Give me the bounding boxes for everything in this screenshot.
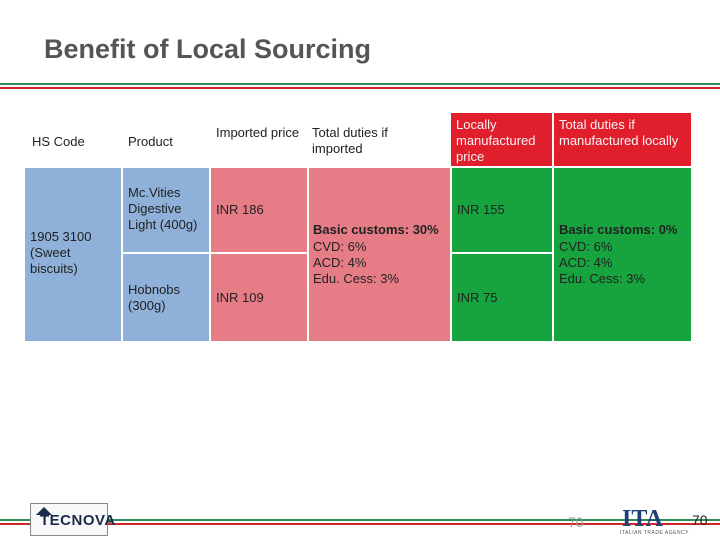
top-tricolor-divider bbox=[0, 83, 720, 89]
header-hs-code: HS Code bbox=[32, 134, 85, 149]
ita-logo: ITA bbox=[622, 506, 663, 532]
page-title: Benefit of Local Sourcing bbox=[44, 34, 372, 64]
local-price-2: INR 75 bbox=[457, 290, 498, 305]
imported-price-2: INR 109 bbox=[216, 290, 264, 305]
duties-imported-column bbox=[309, 168, 450, 341]
header-total-duties-local: Total duties if manufactured locally bbox=[559, 117, 679, 148]
duties-imported-basic: Basic customs: 30% bbox=[313, 222, 439, 237]
duties-local-acd: ACD: 4% bbox=[559, 255, 613, 270]
ita-logo-subtitle: ITALIAN TRADE AGENCY bbox=[620, 530, 689, 536]
hs-code-value: 1905 3100 (Sweet biscuits) bbox=[30, 229, 92, 276]
local-header-block bbox=[451, 113, 691, 166]
duties-local-column bbox=[554, 168, 691, 341]
slide-number: 70 bbox=[692, 512, 708, 528]
duties-local-basic: Basic customs: 0% bbox=[559, 222, 678, 237]
tecnova-logo-text: TECNOVA bbox=[40, 512, 116, 529]
header-total-duties-imported: Total duties if imported bbox=[312, 125, 388, 156]
header-imported-price: Imported price bbox=[216, 125, 300, 140]
tecnova-logo-mark-icon bbox=[36, 507, 52, 515]
duties-imported-edu: Edu. Cess: 3% bbox=[313, 271, 399, 286]
local-price-1: INR 155 bbox=[457, 202, 505, 217]
local-header-divider bbox=[552, 113, 554, 166]
duties-local-cvd: CVD: 6% bbox=[559, 239, 613, 254]
imported-price-1: INR 186 bbox=[216, 202, 264, 217]
slide-number-faint: 70 bbox=[568, 514, 584, 530]
duties-imported-acd: ACD: 4% bbox=[313, 255, 367, 270]
imported-price-row-divider bbox=[211, 252, 307, 254]
local-price-row-divider bbox=[452, 252, 552, 254]
duties-local-edu: Edu. Cess: 3% bbox=[559, 271, 645, 286]
product-name-1: Mc.Vities Digestive Light (400g) bbox=[128, 185, 198, 232]
imported-price-column bbox=[211, 168, 307, 341]
hs-code-column bbox=[25, 168, 121, 341]
header-locally-manufactured-price: Locally manufactured price bbox=[456, 117, 536, 164]
local-price-column bbox=[452, 168, 552, 341]
header-product: Product bbox=[128, 134, 173, 149]
product-column bbox=[123, 168, 209, 341]
product-name-2: Hobnobs (300g) bbox=[128, 282, 181, 313]
product-row-divider bbox=[123, 252, 209, 254]
duties-imported-cvd: CVD: 6% bbox=[313, 239, 367, 254]
bottom-tricolor-divider bbox=[0, 519, 720, 525]
